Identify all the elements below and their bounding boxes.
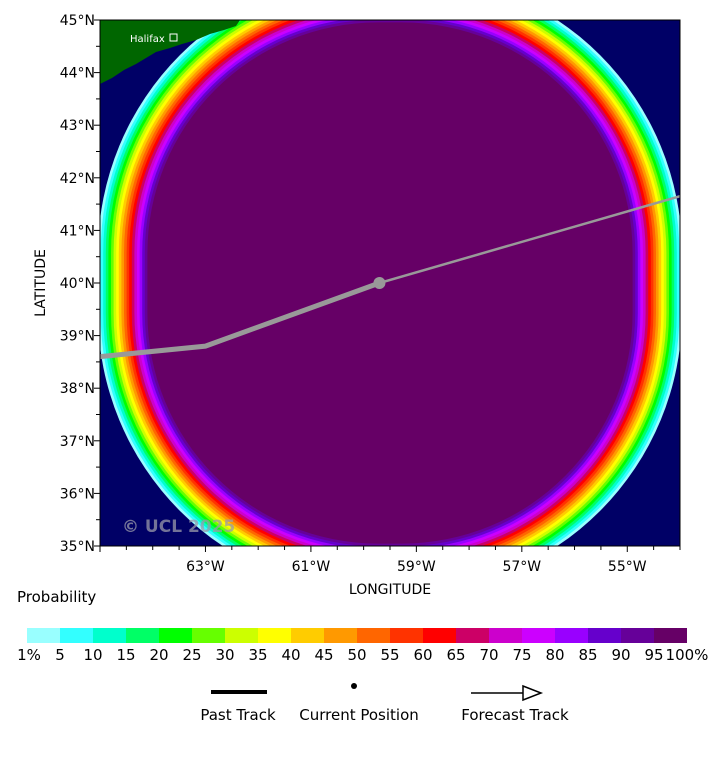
- legend-title: Probability: [17, 588, 97, 606]
- current-position-legend-label: Current Position: [299, 706, 419, 724]
- lat-label: 40°N: [60, 276, 95, 292]
- lat-label: 42°N: [60, 171, 95, 187]
- colorbar-label: 75: [512, 646, 532, 664]
- colorbar-segment: [489, 628, 522, 643]
- colorbar-label: 60: [413, 646, 433, 664]
- watermark: © UCL 2025: [122, 517, 235, 537]
- lon-label: 57°W: [502, 559, 541, 575]
- map-plot-area: Halifax © UCL 2025: [100, 20, 680, 546]
- colorbar-label: 95: [644, 646, 664, 664]
- colorbar-segment: [192, 628, 225, 643]
- lon-label: 59°W: [397, 559, 436, 575]
- colorbar-segment: [258, 628, 291, 643]
- current-position-marker: [373, 277, 386, 289]
- past-track-line: [100, 280, 381, 360]
- colorbar-segment: [27, 628, 60, 643]
- colorbar-segment: [621, 628, 654, 643]
- axis-ticks: [94, 19, 681, 552]
- colorbar-label: 100%: [665, 646, 709, 664]
- colorbar-label: 10: [83, 646, 103, 664]
- lon-label: 61°W: [292, 559, 331, 575]
- lat-label: 43°N: [60, 118, 95, 134]
- land-nova-scotia: [100, 20, 240, 84]
- lat-label: 36°N: [60, 486, 95, 502]
- lat-label: 45°N: [60, 13, 95, 29]
- colorbar-label: 15: [116, 646, 136, 664]
- lon-label: 55°W: [608, 559, 647, 575]
- colorbar-label: 70: [479, 646, 499, 664]
- past-track-legend-label: Past Track: [200, 706, 276, 724]
- longitude-tick-labels: 63°W 61°W 59°W 57°W 55°W: [186, 559, 647, 575]
- y-axis-title: LATITUDE: [33, 249, 49, 317]
- lon-label: 63°W: [186, 559, 225, 575]
- lat-label: 44°N: [60, 66, 95, 82]
- lat-label: 37°N: [60, 434, 95, 450]
- forecast-track-line: [379, 195, 680, 285]
- colorbar-segment: [126, 628, 159, 643]
- colorbar-segment: [456, 628, 489, 643]
- lat-label: 41°N: [60, 223, 95, 239]
- lat-label: 38°N: [60, 381, 95, 397]
- colorbar-segment: [291, 628, 324, 643]
- x-axis-title: LONGITUDE: [349, 582, 431, 598]
- colorbar-label: 20: [149, 646, 169, 664]
- colorbar-segment: [654, 628, 687, 643]
- colorbar-label: 35: [248, 646, 268, 664]
- colorbar-label: 40: [281, 646, 301, 664]
- colorbar-segment: [225, 628, 258, 643]
- colorbar-segment: [390, 628, 423, 643]
- colorbar-label: 55: [380, 646, 400, 664]
- colorbar-segment: [423, 628, 456, 643]
- colorbar-label: 90: [611, 646, 631, 664]
- colorbar-segment: [60, 628, 93, 643]
- latitude-tick-labels: 45°N 44°N 43°N 42°N 41°N 40°N 39°N 38°N 37°N 36°N…: [60, 13, 95, 555]
- halifax-label: Halifax: [130, 34, 165, 45]
- colorbar-segment: [522, 628, 555, 643]
- colorbar-label: 30: [215, 646, 235, 664]
- colorbar-segment: [588, 628, 621, 643]
- colorbar-label: 50: [347, 646, 367, 664]
- colorbar-label: 1%: [17, 646, 41, 664]
- colorbar-segment: [93, 628, 126, 643]
- colorbar-label: 45: [314, 646, 334, 664]
- swath-band-95-percent: [147, 22, 633, 544]
- lat-label: 39°N: [60, 329, 95, 345]
- colorbar-label: 80: [545, 646, 565, 664]
- current-position-legend-symbol: [351, 683, 357, 689]
- probability-colorbar: [27, 628, 687, 643]
- forecast-track-legend-label: Forecast Track: [461, 706, 569, 724]
- forecast-track-legend-arrow: [522, 684, 544, 702]
- halifax-marker: [169, 33, 178, 42]
- colorbar-segment: [555, 628, 588, 643]
- colorbar-segment: [324, 628, 357, 643]
- colorbar-segment: [159, 628, 192, 643]
- colorbar-label: 85: [578, 646, 598, 664]
- colorbar-label: 25: [182, 646, 202, 664]
- lat-label: 35°N: [60, 539, 95, 555]
- colorbar-segment: [357, 628, 390, 643]
- probability-swath: [100, 20, 680, 546]
- colorbar-label: 65: [446, 646, 466, 664]
- colorbar-label: 5: [55, 646, 65, 664]
